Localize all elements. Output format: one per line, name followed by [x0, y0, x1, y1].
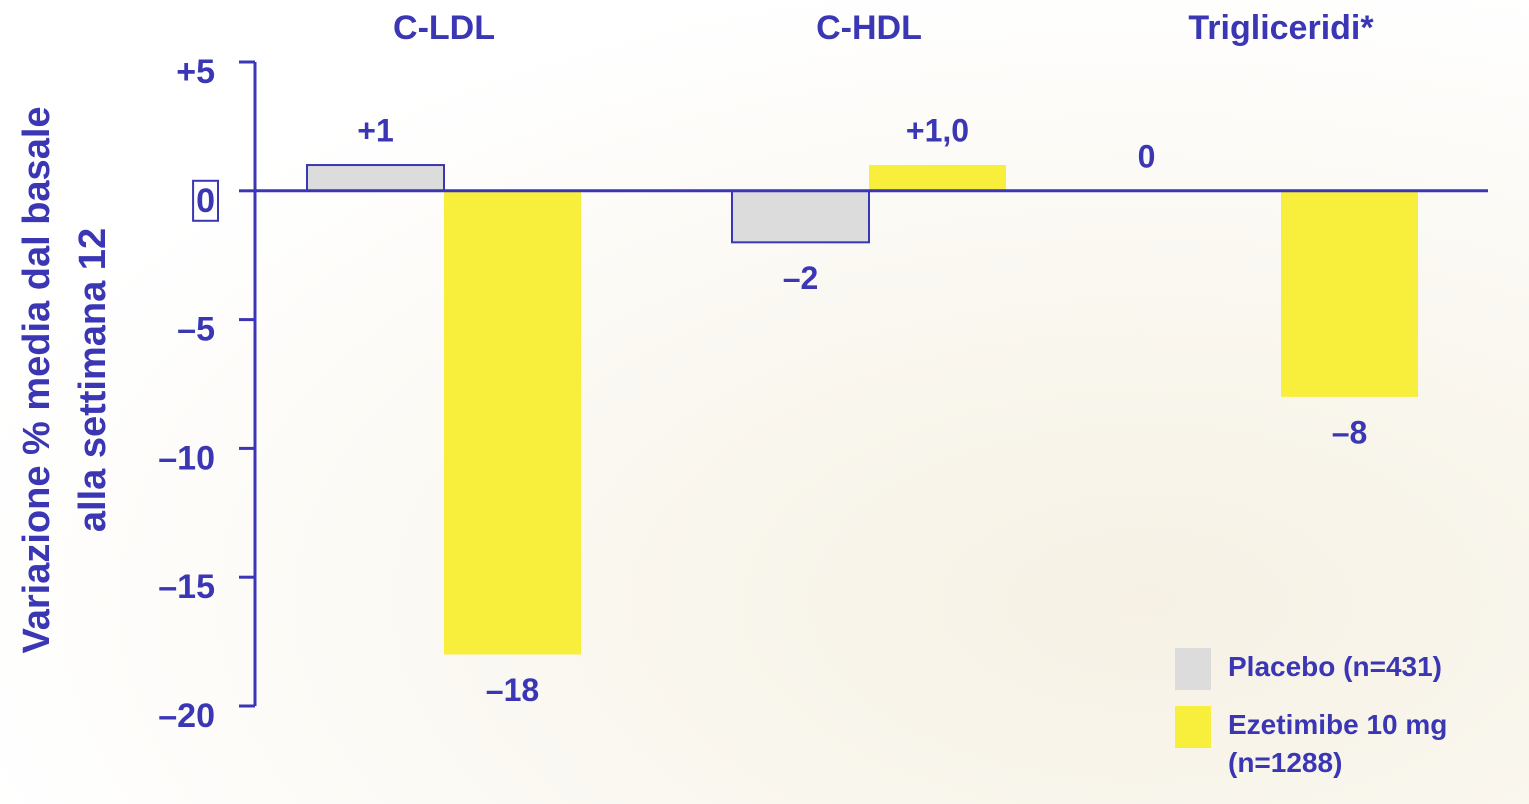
value-label: 0 — [1138, 138, 1156, 174]
value-label: +1,0 — [906, 112, 969, 148]
legend-label: Ezetimibe 10 mg (n=1288) — [1228, 706, 1488, 782]
y-tick-label: +5 — [176, 53, 215, 91]
bar — [307, 165, 444, 191]
bar — [1281, 191, 1418, 397]
y-tick-label: –5 — [177, 311, 215, 349]
value-label: –2 — [783, 260, 819, 296]
y-tick-label: –10 — [158, 439, 215, 477]
category-label: Trigliceridi* — [1188, 9, 1374, 47]
category-label: C-LDL — [393, 9, 495, 47]
value-label: +1 — [357, 112, 393, 148]
bar — [444, 191, 581, 655]
y-tick-label: –20 — [158, 697, 215, 735]
legend-swatch — [1175, 648, 1211, 690]
legend-swatch — [1175, 706, 1211, 748]
legend-item: Ezetimibe 10 mg (n=1288) — [1175, 706, 1488, 782]
value-label: –18 — [486, 672, 539, 708]
bar — [869, 165, 1006, 191]
y-tick-label: –15 — [158, 568, 215, 606]
legend-label: Placebo (n=431) — [1228, 648, 1528, 686]
y-tick-label: 0 — [196, 182, 215, 220]
category-label: C-HDL — [816, 9, 922, 47]
legend-item: Placebo (n=431) — [1175, 648, 1528, 690]
bar — [732, 191, 869, 243]
page: –20–15–10–50+5C-LDLC-HDLTrigliceridi*+1–… — [0, 0, 1529, 804]
y-axis-label: Variazione % media dal basale alla setti… — [9, 80, 121, 680]
value-label: –8 — [1332, 414, 1368, 450]
